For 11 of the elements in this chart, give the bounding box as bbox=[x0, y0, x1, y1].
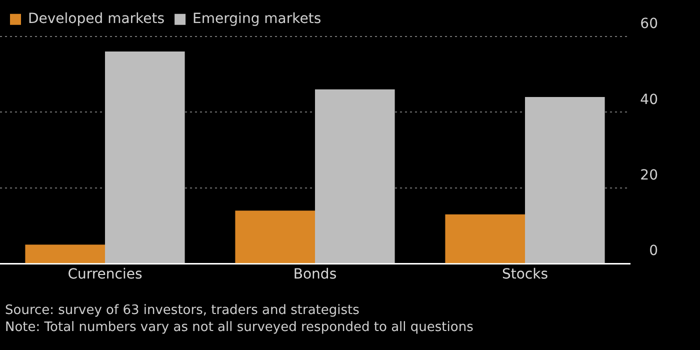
y-tick-label: 40 bbox=[640, 92, 658, 108]
source-note: Source: survey of 63 investors, traders and strategists bbox=[5, 302, 360, 319]
y-tick-label: 60 bbox=[640, 16, 658, 32]
text: Note: Total numbers vary as not all surveyed responded to all questions bbox=[5, 319, 474, 336]
x-tick-label: Bonds bbox=[293, 266, 337, 283]
legend-label: Emerging markets bbox=[192, 11, 322, 28]
x-tick-label: Currencies bbox=[68, 266, 142, 283]
y-tick-label: 0 bbox=[649, 243, 658, 260]
x-tick-label: Stocks bbox=[502, 266, 548, 283]
y-tick-label: 20 bbox=[640, 168, 658, 184]
legend-label: Developed markets bbox=[28, 11, 165, 28]
